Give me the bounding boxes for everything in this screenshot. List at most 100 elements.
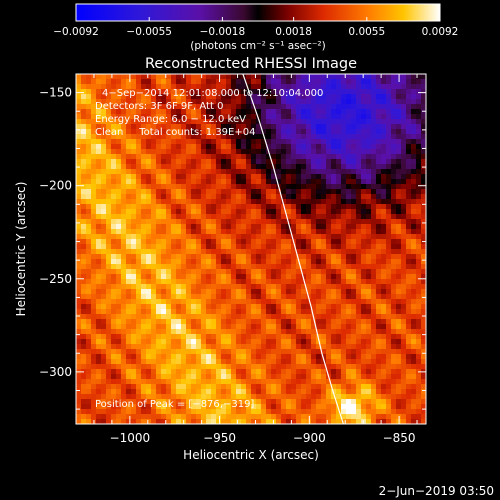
heatmap-pixel	[246, 354, 251, 359]
heatmap-pixel	[126, 159, 131, 164]
heatmap-pixel	[76, 374, 81, 379]
heatmap-pixel	[266, 224, 271, 229]
heatmap-pixel	[216, 224, 221, 229]
heatmap-pixel	[231, 169, 236, 174]
heatmap-pixel	[111, 189, 116, 194]
heatmap-pixel	[96, 214, 101, 219]
heatmap-pixel	[186, 329, 191, 334]
heatmap-pixel	[146, 249, 151, 254]
heatmap-pixel	[81, 234, 86, 239]
heatmap-pixel	[126, 259, 131, 264]
heatmap-pixel	[216, 159, 221, 164]
heatmap-pixel	[111, 194, 116, 199]
heatmap-pixel	[86, 394, 91, 399]
heatmap-pixel	[181, 114, 186, 119]
heatmap-pixel	[416, 159, 421, 164]
heatmap-pixel	[411, 84, 416, 89]
heatmap-pixel	[201, 334, 206, 339]
heatmap-pixel	[341, 104, 346, 109]
heatmap-pixel	[161, 244, 166, 249]
heatmap-pixel	[321, 104, 326, 109]
heatmap-pixel	[76, 104, 81, 109]
heatmap-pixel	[251, 239, 256, 244]
heatmap-pixel	[341, 359, 346, 364]
heatmap-pixel	[116, 289, 121, 294]
heatmap-pixel	[111, 409, 116, 414]
heatmap-pixel	[371, 154, 376, 159]
heatmap-pixel	[386, 274, 391, 279]
heatmap-pixel	[246, 309, 251, 314]
heatmap-pixel	[151, 414, 156, 419]
heatmap-pixel	[306, 209, 311, 214]
heatmap-pixel	[116, 384, 121, 389]
heatmap-pixel	[411, 179, 416, 184]
heatmap-pixel	[116, 359, 121, 364]
heatmap-pixel	[216, 419, 221, 424]
heatmap-pixel	[421, 274, 426, 279]
heatmap-pixel	[321, 114, 326, 119]
heatmap-pixel	[126, 129, 131, 134]
heatmap-pixel	[116, 279, 121, 284]
heatmap-pixel	[336, 364, 341, 369]
heatmap-pixel	[331, 219, 336, 224]
heatmap-pixel	[256, 384, 261, 389]
heatmap-pixel	[191, 329, 196, 334]
heatmap-pixel	[221, 94, 226, 99]
heatmap-pixel	[421, 319, 426, 324]
heatmap-pixel	[346, 84, 351, 89]
heatmap-pixel	[396, 359, 401, 364]
heatmap-pixel	[156, 119, 161, 124]
heatmap-pixel	[306, 364, 311, 369]
heatmap-pixel	[166, 174, 171, 179]
heatmap-pixel	[316, 384, 321, 389]
heatmap-pixel	[166, 334, 171, 339]
heatmap-pixel	[406, 324, 411, 329]
heatmap-pixel	[101, 414, 106, 419]
heatmap-pixel	[96, 369, 101, 374]
heatmap-pixel	[201, 374, 206, 379]
heatmap-pixel	[236, 129, 241, 134]
heatmap-pixel	[421, 264, 426, 269]
heatmap-pixel	[81, 349, 86, 354]
heatmap-pixel	[76, 209, 81, 214]
heatmap-pixel	[281, 364, 286, 369]
heatmap-pixel	[261, 369, 266, 374]
heatmap-pixel	[381, 344, 386, 349]
heatmap-pixel	[251, 144, 256, 149]
heatmap-pixel	[76, 354, 81, 359]
heatmap-pixel	[106, 164, 111, 169]
heatmap-pixel	[321, 99, 326, 104]
heatmap-pixel	[186, 89, 191, 94]
heatmap-pixel	[126, 279, 131, 284]
heatmap-pixel	[91, 394, 96, 399]
heatmap-pixel	[101, 164, 106, 169]
heatmap-pixel	[361, 334, 366, 339]
heatmap-pixel	[391, 394, 396, 399]
heatmap-pixel	[301, 99, 306, 104]
heatmap-pixel	[376, 394, 381, 399]
heatmap-pixel	[256, 134, 261, 139]
heatmap-pixel	[356, 404, 361, 409]
heatmap-pixel	[146, 129, 151, 134]
heatmap-pixel	[176, 304, 181, 309]
heatmap-pixel	[176, 224, 181, 229]
heatmap-pixel	[91, 104, 96, 109]
heatmap-pixel	[291, 129, 296, 134]
heatmap-pixel	[381, 359, 386, 364]
heatmap-pixel	[291, 234, 296, 239]
heatmap-pixel	[296, 194, 301, 199]
heatmap-pixel	[376, 349, 381, 354]
heatmap-pixel	[131, 94, 136, 99]
heatmap-pixel	[236, 364, 241, 369]
heatmap-pixel	[161, 199, 166, 204]
heatmap-pixel	[311, 114, 316, 119]
heatmap-pixel	[241, 269, 246, 274]
heatmap-pixel	[351, 99, 356, 104]
heatmap-pixel	[216, 384, 221, 389]
heatmap-pixel	[356, 189, 361, 194]
heatmap-pixel	[296, 329, 301, 334]
heatmap-pixel	[76, 399, 81, 404]
heatmap-pixel	[311, 204, 316, 209]
heatmap-pixel	[281, 94, 286, 99]
heatmap-pixel	[421, 179, 426, 184]
